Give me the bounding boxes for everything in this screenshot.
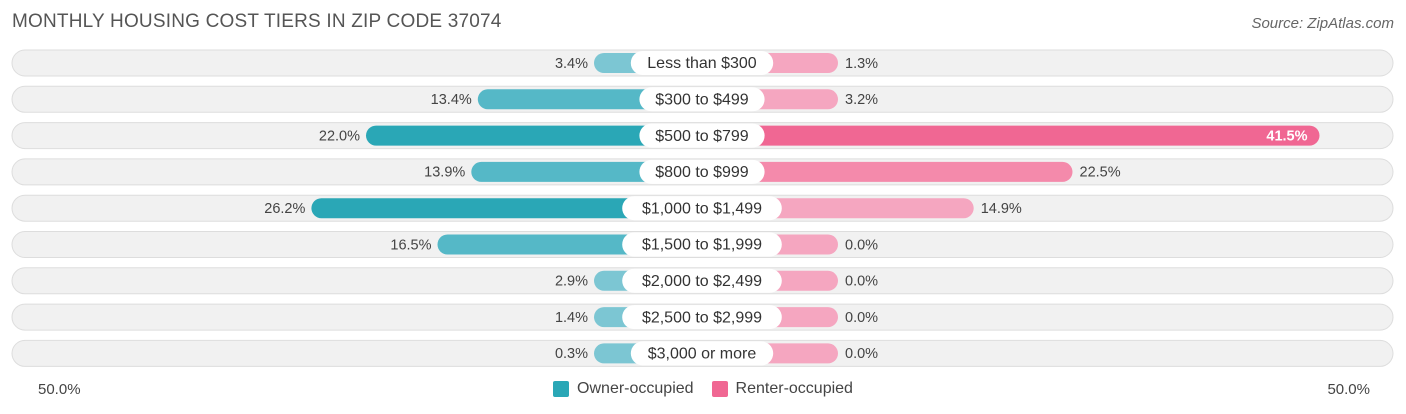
owner-value-label: 3.4% [555, 56, 588, 72]
owner-value-label: 13.9% [424, 165, 465, 181]
owner-value-label: 26.2% [264, 201, 305, 217]
renter-value-label: 41.5% [1266, 128, 1307, 144]
category-label: $800 to $999 [655, 164, 749, 181]
legend-label-owner: Owner-occupied [577, 380, 694, 397]
renter-value-label: 1.3% [845, 56, 878, 72]
axis-left-label: 50.0% [38, 381, 81, 398]
category-label: $1,000 to $1,499 [642, 200, 762, 217]
owner-value-label: 1.4% [555, 310, 588, 326]
category-pill [622, 268, 782, 293]
category-label: $2,500 to $2,999 [642, 309, 762, 326]
renter-value-label: 3.2% [845, 92, 878, 108]
renter-value-label: 0.0% [845, 346, 878, 362]
owner-value-label: 22.0% [319, 128, 360, 144]
renter-bar [702, 125, 1320, 146]
legend-item-renter[interactable]: Renter-occupied [711, 380, 853, 398]
category-pill [639, 123, 765, 148]
owner-value-label: 13.4% [431, 92, 472, 108]
category-label: $2,000 to $2,499 [642, 273, 762, 290]
category-label: $1,500 to $1,999 [642, 237, 762, 254]
legend: Owner-occupied Renter-occupied [0, 380, 1406, 398]
category-pill [630, 341, 774, 366]
renter-value-label: 14.9% [981, 201, 1022, 217]
category-label: $3,000 or more [648, 346, 757, 363]
owner-bar [366, 125, 702, 146]
legend-item-owner[interactable]: Owner-occupied [553, 380, 694, 398]
renter-value-label: 22.5% [1080, 165, 1121, 181]
chart-source: Source: ZipAtlas.com [1251, 15, 1394, 32]
owner-value-label: 16.5% [390, 237, 431, 253]
category-pill [639, 159, 765, 184]
legend-label-renter: Renter-occupied [735, 380, 853, 397]
owner-bar [311, 198, 702, 219]
category-label: $500 to $799 [655, 128, 749, 145]
owner-value-label: 2.9% [555, 274, 588, 290]
category-pill [639, 87, 765, 112]
legend-swatch-owner [553, 381, 570, 397]
axis-right-label: 50.0% [1327, 381, 1370, 398]
category-pill [622, 232, 782, 257]
chart-title: MONTHLY HOUSING COST TIERS IN ZIP CODE 3… [12, 11, 502, 32]
category-pill [622, 305, 782, 330]
category-label: $300 to $499 [655, 92, 749, 109]
renter-bar [702, 161, 1073, 182]
renter-value-label: 0.0% [845, 274, 878, 290]
category-label: Less than $300 [647, 55, 757, 72]
category-pill [630, 51, 774, 75]
legend-swatch-renter [711, 381, 728, 397]
renter-value-label: 0.0% [845, 310, 878, 326]
renter-value-label: 0.0% [845, 237, 878, 253]
owner-value-label: 0.3% [555, 346, 588, 362]
category-pill [622, 196, 782, 221]
